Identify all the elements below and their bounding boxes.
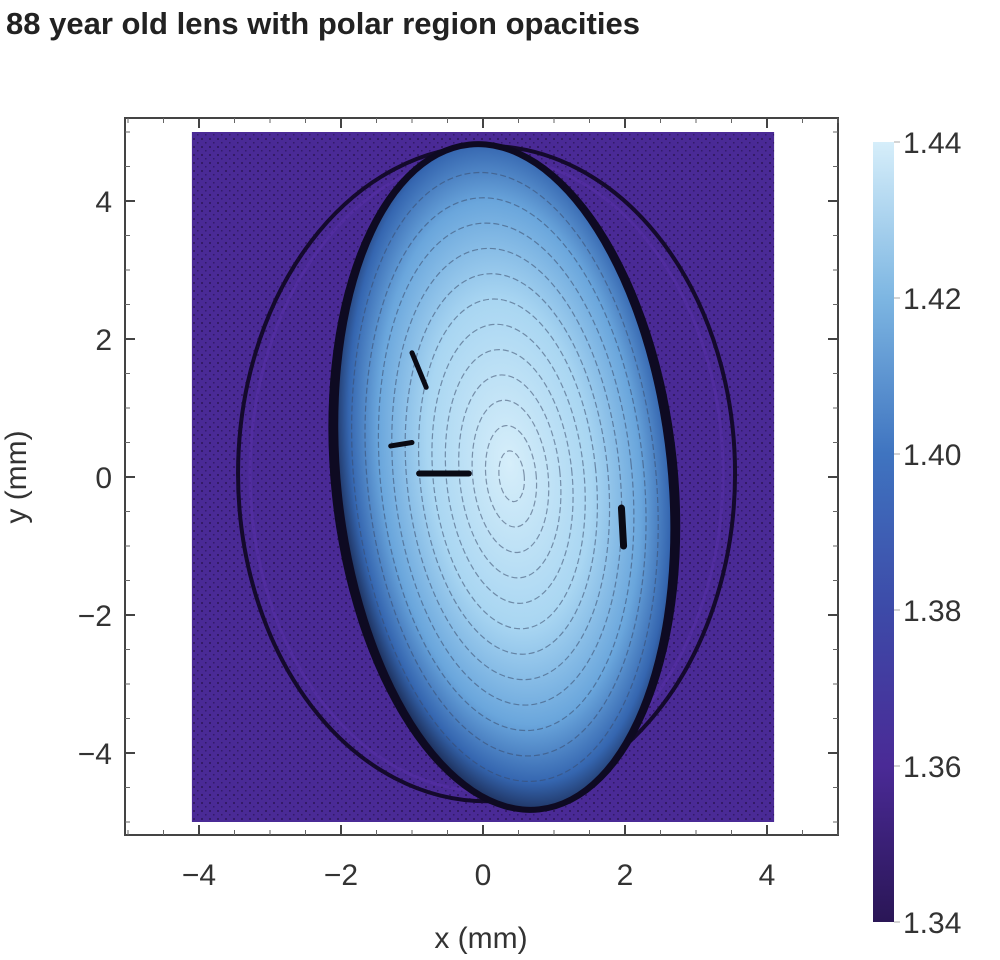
contour-line xyxy=(404,273,611,681)
chart-title: 88 year old lens with polar region opaci… xyxy=(6,6,640,41)
heatmap-image xyxy=(191,132,775,822)
colorbar-tick-label: 1.42 xyxy=(903,283,961,316)
colorbar-tick-label: 1.40 xyxy=(903,439,961,472)
colorbar-tick-label: 1.36 xyxy=(903,751,961,784)
contour-line xyxy=(498,450,526,503)
lens-region xyxy=(338,147,671,807)
contour-line xyxy=(391,247,623,706)
contour-line xyxy=(444,349,574,604)
opacity-mark xyxy=(388,440,415,449)
x-axis-label: x (mm) xyxy=(434,922,527,955)
y-tick-label: 4 xyxy=(95,186,112,219)
x-tick-label: −4 xyxy=(182,859,216,892)
contour-line xyxy=(377,222,635,732)
contour-line xyxy=(484,424,538,528)
opacity-mark xyxy=(409,350,429,390)
y-tick-label: 2 xyxy=(95,324,112,357)
contour-line xyxy=(417,298,598,655)
contour-line xyxy=(431,323,586,630)
colorbar-tick-label: 1.34 xyxy=(903,907,961,940)
x-tick-label: 4 xyxy=(759,859,776,892)
opacity-mark xyxy=(617,504,628,550)
colorbar xyxy=(873,142,894,922)
y-tick-label: −2 xyxy=(78,600,112,633)
colorbar-tick-label: 1.38 xyxy=(903,595,961,628)
x-tick-label: 0 xyxy=(475,859,492,892)
contour-line xyxy=(458,374,562,579)
contour-line xyxy=(364,197,647,757)
x-tick-label: 2 xyxy=(617,859,634,892)
contour-line xyxy=(351,171,659,782)
colorbar-tick-label: 1.44 xyxy=(903,127,961,160)
y-tick-label: −4 xyxy=(78,738,112,771)
x-tick-label: −2 xyxy=(324,859,358,892)
y-axis-label: y (mm) xyxy=(0,430,33,523)
y-tick-label: 0 xyxy=(95,462,112,495)
